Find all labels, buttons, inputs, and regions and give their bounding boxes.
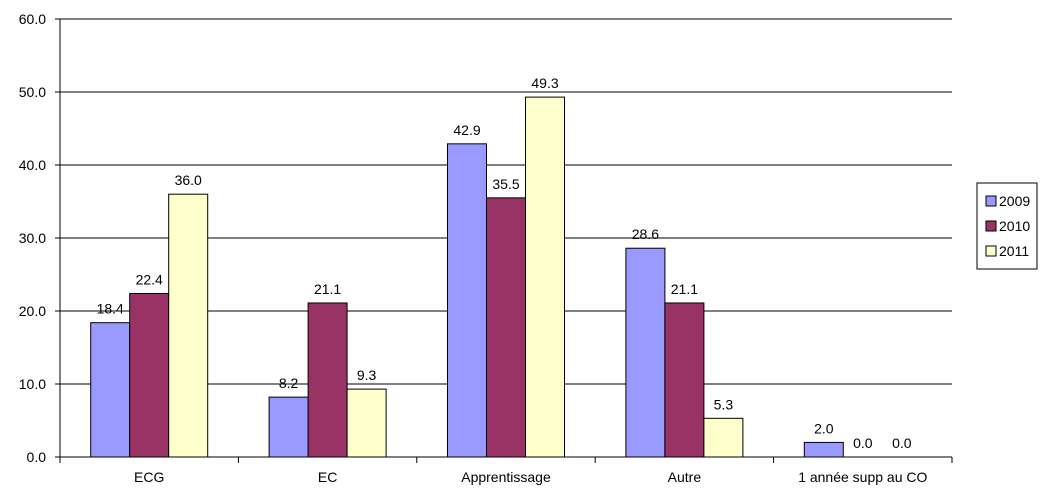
category-label: EC (318, 469, 337, 485)
bar-2010-1 (307, 302, 348, 458)
data-label-2011-1: 9.3 (357, 367, 377, 383)
data-label-2009-1: 8.2 (279, 375, 299, 391)
data-label-2011-2: 49.3 (531, 75, 558, 91)
bar-2009-1 (268, 396, 309, 458)
y-tick-label: 0.0 (27, 449, 47, 465)
y-tick-label: 10.0 (19, 376, 46, 392)
bar-2009-2 (447, 143, 487, 458)
y-tick-label: 60.0 (19, 11, 46, 27)
y-tick-label: 40.0 (19, 157, 46, 173)
data-label-2009-4: 2.0 (814, 420, 834, 436)
bar-2011-0 (168, 193, 209, 458)
bar-2011-3 (703, 417, 744, 458)
data-labels: 18.4 22.4 36.0 8.2 21.1 9.3 42.9 35.5 49.3 28.6 21… (97, 75, 912, 451)
bar-2011-2 (525, 96, 565, 458)
bar-2009-3 (625, 247, 666, 458)
y-tick-label: 20.0 (19, 303, 46, 319)
bar-2010-3 (664, 302, 705, 458)
bar-2010-0 (129, 292, 170, 458)
y-axis-tick-labels: 0.0 10.0 20.0 30.0 40.0 50.0 60.0 (19, 11, 60, 465)
legend: 2009 2010 2011 (976, 182, 1038, 270)
bar-2009-0 (90, 322, 131, 458)
bar-2009-4 (803, 441, 844, 458)
legend-swatch-2009 (985, 195, 997, 207)
data-label-2010-0: 22.4 (136, 271, 163, 287)
data-label-2009-0: 18.4 (97, 301, 124, 317)
data-label-2011-0: 36.0 (175, 172, 202, 188)
y-tick-label: 30.0 (19, 230, 46, 246)
legend-label-2011: 2011 (999, 243, 1029, 259)
data-label-2010-1: 21.1 (314, 281, 341, 297)
data-label-2010-3: 21.1 (671, 281, 698, 297)
data-label-2011-4: 0.0 (892, 435, 912, 451)
bars (90, 96, 844, 458)
data-label-2011-3: 5.3 (714, 396, 734, 412)
category-label: ECG (134, 469, 164, 485)
y-tick-label: 50.0 (19, 84, 46, 100)
data-label-2009-3: 28.6 (632, 226, 659, 242)
category-label: Apprentissage (461, 469, 551, 485)
data-label-2010-2: 35.5 (492, 176, 519, 192)
axes (59, 19, 953, 463)
data-label-2010-4: 0.0 (853, 435, 873, 451)
legend-swatch-2010 (985, 220, 997, 232)
x-axis-category-labels: ECG EC Apprentissage Autre 1 année supp au C… (134, 469, 927, 485)
bar-2011-1 (346, 388, 387, 458)
bar-2010-2 (486, 197, 526, 458)
legend-label-2010: 2010 (999, 218, 1030, 234)
category-label: 1 année supp au CO (798, 469, 927, 485)
legend-label-2009: 2009 (999, 193, 1030, 209)
data-label-2009-2: 42.9 (453, 122, 480, 138)
category-label: Autre (668, 469, 702, 485)
legend-swatch-2011 (985, 245, 997, 257)
